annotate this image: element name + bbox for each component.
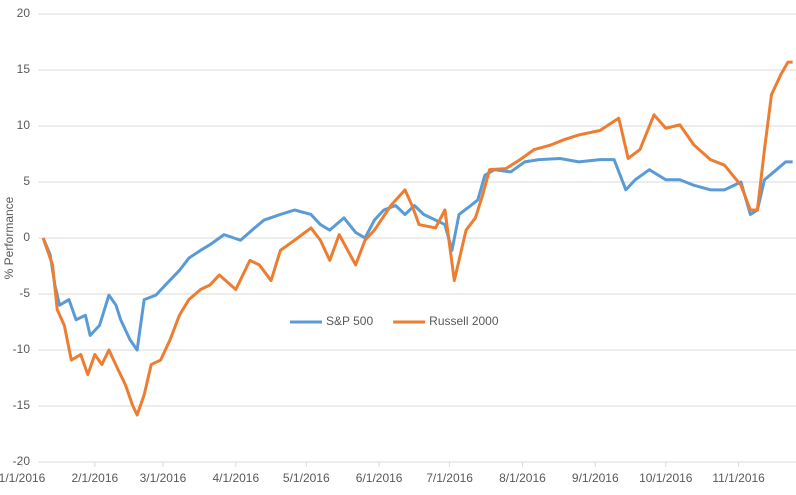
- x-tick-label: 7/1/2016: [426, 471, 473, 485]
- y-tick-label: -10: [13, 342, 31, 356]
- y-axis-label: % Performance: [2, 196, 16, 279]
- series-line: [41, 156, 793, 352]
- legend-label: S&P 500: [326, 314, 373, 328]
- x-tick-label: 5/1/2016: [283, 471, 330, 485]
- x-tick-label: 6/1/2016: [356, 471, 403, 485]
- x-tick-label: 9/1/2016: [572, 471, 619, 485]
- x-tick-label: 4/1/2016: [212, 471, 259, 485]
- y-tick-label: -5: [19, 286, 30, 300]
- y-tick-label: 10: [17, 118, 31, 132]
- y-tick-label: -20: [13, 454, 31, 468]
- series-line: [41, 60, 793, 417]
- y-tick-label: 15: [17, 62, 31, 76]
- y-tick-label: -15: [13, 398, 31, 412]
- y-tick-label: 0: [23, 230, 30, 244]
- legend-label: Russell 2000: [429, 314, 499, 328]
- x-tick-label: 3/1/2016: [140, 471, 187, 485]
- y-tick-label: 20: [17, 6, 31, 20]
- y-tick-label: 5: [23, 174, 30, 188]
- x-tick-label: 11/1/2016: [712, 471, 765, 485]
- x-tick-label: 2/1/2016: [71, 471, 118, 485]
- x-tick-label: 8/1/2016: [499, 471, 546, 485]
- x-tick-label: 10/1/2016: [639, 471, 693, 485]
- x-tick-label: 1/1/2016: [0, 471, 46, 485]
